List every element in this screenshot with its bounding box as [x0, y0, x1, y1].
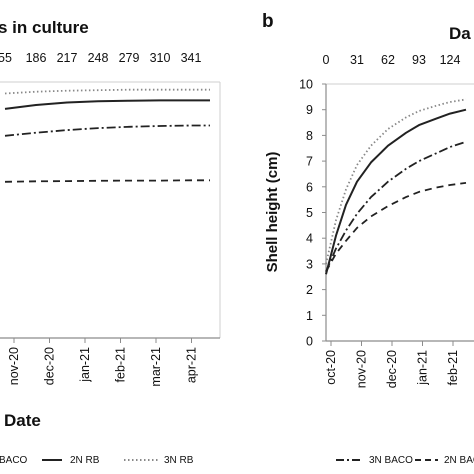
right-series-line-2n-baco — [325, 182, 467, 273]
left-series-group — [4, 88, 210, 183]
legend-label-3n-rb: 3N RB — [164, 455, 194, 466]
chart-left-panel: s in culture 55 186 217 248 279 310 341 nov-20… — [0, 18, 221, 466]
right-bottom-tick-label: nov-20 — [355, 350, 369, 388]
left-top-tick-label: 341 — [181, 51, 202, 65]
right-top-tick-label: 93 — [412, 53, 426, 67]
right-y-tick-label: 5 — [306, 206, 313, 220]
right-y-tick-label: 0 — [306, 335, 313, 349]
right-y-tick-label: 2 — [306, 283, 313, 297]
right-top-axis-ticks: 03162931241 — [323, 53, 461, 67]
legend-label-2n-baco-partial: BACO — [0, 455, 28, 466]
right-y-tick-label: 8 — [306, 129, 313, 143]
legend-label-3n-baco: 3N BACO — [369, 455, 413, 466]
panel-label-b: b — [262, 11, 274, 32]
left-bottom-tick-label: feb-21 — [114, 347, 128, 382]
right-y-tick-label: 1 — [306, 309, 313, 323]
right-bottom-tick-label: jan-21 — [416, 350, 430, 386]
right-y-tick-label: 3 — [306, 257, 313, 271]
right-top-tick-label: 31 — [350, 53, 364, 67]
left-series-line-2n-rb — [4, 99, 210, 110]
right-y-axis-label: Shell height (cm) — [264, 152, 281, 273]
right-series-group — [325, 98, 467, 275]
left-top-tick-label: 279 — [119, 51, 140, 65]
legend-label-2n-baco: 2N BACO — [444, 455, 474, 466]
left-top-tick-label: 186 — [26, 51, 47, 65]
left-bottom-tick-label: apr-21 — [185, 347, 199, 383]
right-series-line-2n-rb — [325, 108, 467, 275]
left-bottom-tick-label: mar-21 — [149, 347, 163, 387]
right-series-line-3n-baco — [325, 140, 467, 272]
right-y-tick-label: 9 — [306, 103, 313, 117]
left-bottom-axis-ticks: nov-20 dec-20 jan-21 feb-21 mar-21 apr-21 — [7, 338, 199, 387]
left-bottom-tick-label: nov-20 — [7, 347, 21, 385]
left-series-line-3n-baco — [4, 124, 210, 137]
right-top-axis-title: Da — [449, 24, 471, 43]
right-y-tick-label: 10 — [299, 78, 313, 92]
left-top-axis-ticks: 55 186 217 248 279 310 341 — [0, 51, 201, 65]
right-y-axis-ticks: 0 1 2 3 4 5 6 7 8 9 10 — [299, 78, 326, 349]
left-legend: BACO 2N RB 3N RB — [0, 455, 194, 466]
left-top-tick-label: 217 — [57, 51, 78, 65]
left-series-line-2n-baco — [4, 179, 210, 183]
right-y-tick-label: 7 — [306, 155, 313, 169]
left-bottom-tick-label: jan-21 — [78, 347, 92, 383]
left-top-tick-label: 248 — [88, 51, 109, 65]
left-series-line-3n-rb — [4, 88, 210, 95]
left-x-axis-label: Date — [4, 411, 41, 430]
right-top-tick-label: 0 — [323, 53, 330, 67]
left-top-axis-title: s in culture — [0, 18, 89, 37]
right-top-tick-label: 62 — [381, 53, 395, 67]
left-top-tick-label: 55 — [0, 51, 12, 65]
right-top-tick-label: 124 — [440, 53, 461, 67]
left-bottom-tick-label: dec-20 — [43, 347, 57, 385]
right-bottom-tick-label: feb-21 — [446, 350, 460, 385]
legend-label-2n-rb: 2N RB — [70, 455, 100, 466]
right-legend: 3N BACO 2N BACO — [336, 455, 474, 466]
right-y-tick-label: 6 — [306, 180, 313, 194]
right-y-tick-label: 4 — [306, 232, 313, 246]
right-bottom-tick-label: oct-20 — [324, 350, 338, 385]
left-top-tick-label: 310 — [150, 51, 171, 65]
right-bottom-tick-label: dec-20 — [385, 350, 399, 388]
